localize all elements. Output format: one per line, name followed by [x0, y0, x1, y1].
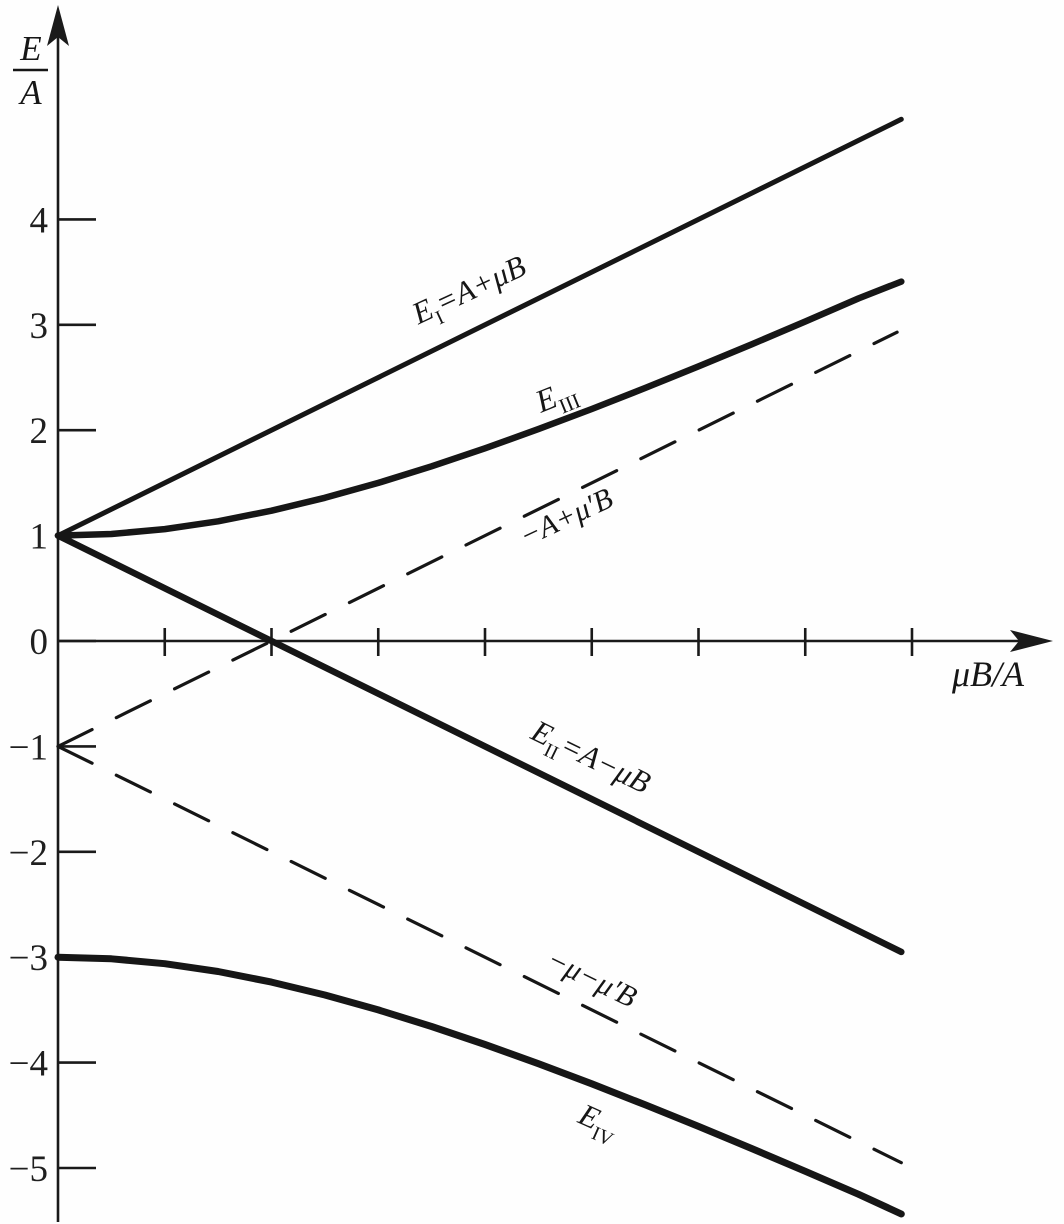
y-axis-title-numerator: E — [19, 29, 41, 68]
curve-asymptote-upper — [56, 330, 899, 748]
curve-asymptote-lower — [56, 744, 903, 1165]
y-tick-label: 4 — [30, 200, 49, 241]
curve-E-IV — [54, 953, 905, 1218]
y-axis-arrowhead — [47, 5, 69, 46]
y-tick-label: −5 — [9, 1149, 48, 1190]
curve-E-I — [55, 116, 904, 539]
y-tick-label: −3 — [9, 938, 48, 979]
x-axis-arrowhead — [1010, 630, 1053, 652]
label-asymptote-upper: −A+μ′B — [514, 482, 617, 554]
curve-E-II — [54, 532, 905, 956]
y-tick-label: 3 — [30, 306, 49, 347]
curve-E-III — [54, 278, 905, 539]
y-tick-label: −4 — [9, 1044, 48, 1085]
y-tick-label: −2 — [9, 833, 48, 874]
label-asymptote-lower: −μ−μ′B — [542, 943, 642, 1015]
label-E-IV: EIV — [570, 1096, 625, 1151]
label-E-I: EI=A+μB — [406, 248, 534, 338]
y-tick-label: 0 — [30, 622, 49, 663]
x-axis-title: μB/A — [951, 654, 1025, 694]
y-tick-label: −1 — [9, 727, 48, 768]
y-tick-label: 2 — [30, 411, 49, 452]
label-E-II: EII=A−μB — [522, 712, 656, 806]
y-axis-title: E A — [13, 29, 48, 112]
y-axis-title-denominator: A — [18, 73, 42, 112]
y-tick-label: 1 — [30, 517, 49, 558]
plot-content: 43210−1−2−3−4−5EI=A+μBEIII−A+μ′BEII=A−μB… — [9, 116, 914, 1218]
